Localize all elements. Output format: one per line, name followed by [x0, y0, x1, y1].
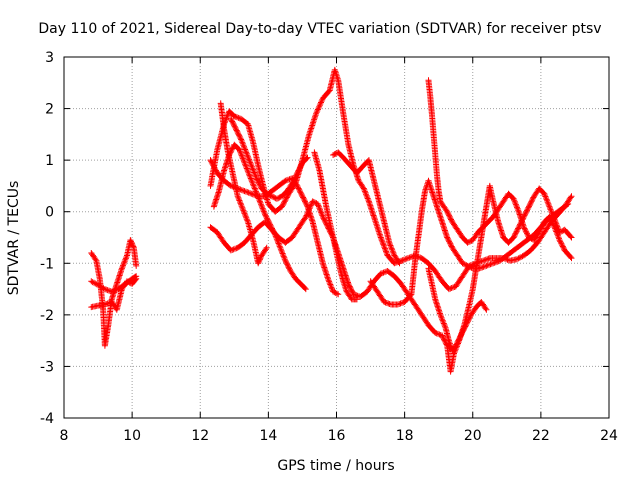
x-tick-label: 22 — [532, 428, 550, 444]
y-tick-label: 1 — [45, 153, 54, 169]
x-tick-label: 20 — [464, 428, 482, 444]
data-point-markers — [210, 141, 309, 293]
data-point-markers — [227, 115, 311, 202]
y-axis-label: SDTVAR / TECUs — [6, 181, 22, 296]
x-tick-label: 18 — [396, 428, 414, 444]
y-tick-label: -2 — [40, 308, 54, 324]
data-point-markers — [207, 66, 575, 293]
grid — [64, 57, 609, 418]
data-point-markers — [217, 100, 270, 267]
series-arc8 — [210, 141, 309, 293]
series-arc3 — [88, 275, 140, 313]
x-tick-label: 8 — [60, 428, 69, 444]
series-arc10 — [330, 149, 403, 267]
data-point-markers — [330, 149, 403, 267]
series-arc13 — [425, 265, 490, 354]
data-point-markers — [425, 265, 490, 354]
x-tick-label: 12 — [191, 428, 209, 444]
y-tick-label: -4 — [40, 411, 54, 427]
x-tick-label: 10 — [123, 428, 141, 444]
x-tick-label: 14 — [259, 428, 277, 444]
series-arc12 — [425, 77, 575, 262]
y-tick-label: 3 — [45, 50, 54, 66]
y-tick-label: -1 — [40, 256, 54, 272]
x-tick-label: 16 — [328, 428, 346, 444]
y-tick-label: 2 — [45, 102, 54, 118]
data-point-markers — [88, 275, 140, 313]
series-arc4 — [207, 66, 575, 293]
chart-title: Day 110 of 2021, Sidereal Day-to-day VTE… — [38, 21, 601, 37]
series-arc14 — [227, 115, 311, 202]
y-tick-label: -3 — [40, 359, 54, 375]
x-axis-label: GPS time / hours — [277, 458, 394, 474]
series-arc7 — [217, 100, 270, 267]
data-layer — [88, 66, 575, 375]
data-point-markers — [425, 77, 575, 262]
data-point-markers — [311, 149, 360, 303]
series-arc9 — [311, 149, 360, 303]
y-tick-label: 0 — [45, 205, 54, 221]
x-tick-label: 24 — [600, 428, 618, 444]
